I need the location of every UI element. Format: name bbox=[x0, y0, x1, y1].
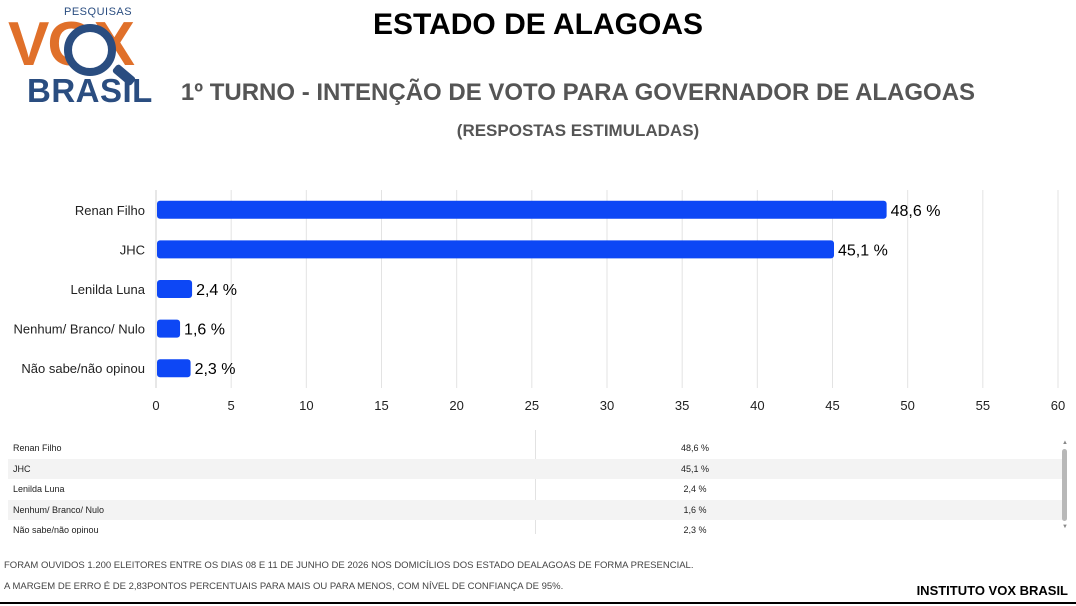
table-cell-name: JHC bbox=[13, 463, 31, 474]
x-tick-label: 40 bbox=[750, 398, 764, 413]
logo-top-text: PESQUISAS bbox=[64, 6, 133, 18]
category-label: Renan Filho bbox=[75, 203, 145, 218]
table-cell-value: 2,4 % bbox=[683, 484, 707, 494]
bar bbox=[157, 200, 887, 219]
bar bbox=[157, 240, 835, 259]
page-title: ESTADO DE ALAGOAS bbox=[372, 8, 703, 41]
bottom-divider bbox=[0, 602, 1076, 604]
scroll-down-icon[interactable]: ▼ bbox=[1062, 524, 1068, 530]
bar bbox=[157, 280, 193, 298]
margin-of-error-note: A MARGEM DE ERRO É DE 2,83PONTOS PERCENT… bbox=[4, 581, 564, 592]
table-cell-value: 45,1 % bbox=[680, 463, 710, 474]
x-tick-label: 15 bbox=[374, 398, 388, 413]
table-column-divider bbox=[535, 430, 536, 534]
data-table: Renan Filho 48,6 % JHC 45,1 % Lenilda Lu… bbox=[8, 438, 1064, 534]
x-tick-label: 60 bbox=[1051, 398, 1065, 413]
x-tick-label: 20 bbox=[449, 398, 463, 413]
x-tick-label: 50 bbox=[900, 398, 914, 413]
x-tick-label: 30 bbox=[600, 398, 614, 413]
table-cell-name: Não sabe/não opinou bbox=[13, 525, 99, 534]
table-row: Lenilda Luna 2,4 % bbox=[8, 479, 1064, 500]
category-label: Lenilda Luna bbox=[71, 282, 146, 297]
x-tick-label: 35 bbox=[675, 398, 689, 413]
table-cell-name: Renan Filho bbox=[13, 443, 62, 453]
table-cell-value: 48,6 % bbox=[680, 443, 710, 453]
table-cell-name: Nenhum/ Branco/ Nulo bbox=[13, 504, 105, 515]
category-label: Nenhum/ Branco/ Nulo bbox=[13, 322, 145, 337]
chart-subtitle: (RESPOSTAS ESTIMULADAS) bbox=[456, 121, 700, 140]
data-label: 2,3 % bbox=[195, 361, 236, 378]
magnifier-icon bbox=[64, 24, 116, 76]
bar-chart: 0 5 10 15 20 25 30 35 40 45 50 55 60 Renan Filho 48,6 … bbox=[13, 190, 1065, 413]
x-tick-label: 25 bbox=[525, 398, 539, 413]
category-label: JHC bbox=[120, 242, 145, 257]
vox-brasil-logo: PESQUISAS VOX BRASIL bbox=[8, 4, 168, 108]
x-tick-label: 5 bbox=[228, 398, 235, 413]
table-row: JHC 45,1 % bbox=[8, 458, 1064, 479]
scroll-up-icon[interactable]: ▲ bbox=[1062, 440, 1068, 446]
institute-name: INSTITUTO VOX BRASIL bbox=[916, 583, 1068, 598]
scrollbar-thumb[interactable] bbox=[1062, 449, 1067, 521]
chart-title: 1º TURNO - INTENÇÃO DE VOTO PARA GOVERNA… bbox=[180, 79, 976, 106]
category-label: Não sabe/não opinou bbox=[21, 361, 145, 376]
bar bbox=[157, 359, 191, 378]
table-row: Nenhum/ Branco/ Nulo 1,6 % bbox=[8, 499, 1064, 520]
table-row: Não sabe/não opinou 2,3 % bbox=[8, 520, 1064, 534]
table-cell-value: 2,3 % bbox=[683, 525, 707, 534]
table-cell-value: 1,6 % bbox=[683, 504, 707, 515]
methodology-note: FORAM OUVIDOS 1.200 ELEITORES ENTRE OS D… bbox=[4, 560, 694, 571]
data-label: 48,6 % bbox=[891, 203, 941, 220]
table-row: Renan Filho 48,6 % bbox=[8, 438, 1064, 459]
table-cell-name: Lenilda Luna bbox=[13, 484, 65, 494]
bar bbox=[157, 319, 181, 338]
x-tick-label: 55 bbox=[976, 398, 990, 413]
x-tick-label: 45 bbox=[825, 398, 839, 413]
table-scrollbar[interactable]: ▲ ▼ bbox=[1062, 440, 1068, 534]
x-tick-label: 0 bbox=[152, 398, 159, 413]
data-label: 45,1 % bbox=[838, 242, 888, 259]
data-label: 2,4 % bbox=[196, 282, 237, 299]
logo-brand-sub: BRASIL bbox=[27, 72, 153, 109]
data-label: 1,6 % bbox=[184, 322, 225, 339]
x-tick-label: 10 bbox=[299, 398, 313, 413]
